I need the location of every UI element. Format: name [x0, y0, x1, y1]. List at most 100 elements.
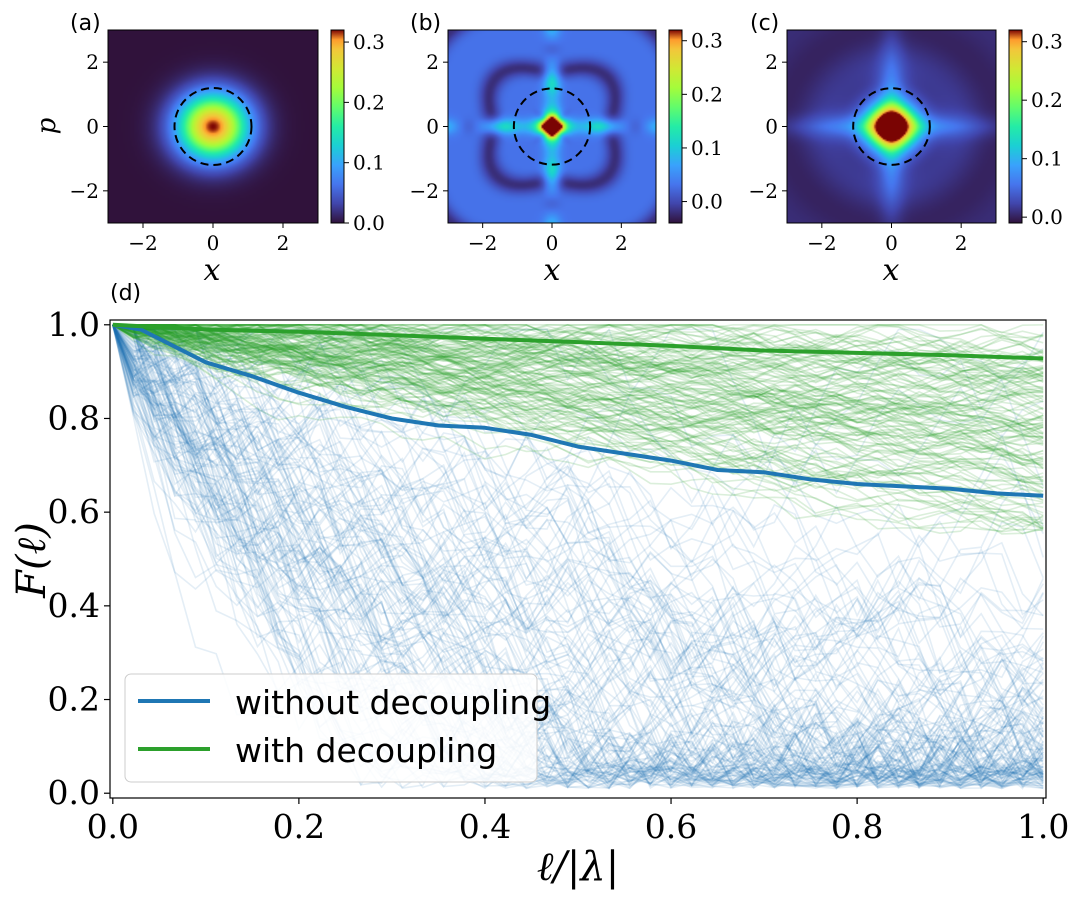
trajectory-with [112, 324, 1044, 442]
trajectory-without [112, 324, 1044, 688]
trajectory-with [112, 323, 1044, 410]
trajectory-without [112, 324, 1044, 787]
trajectory-without [112, 324, 1044, 666]
trajectory-without [112, 324, 1044, 660]
trajectory-with [112, 323, 1044, 344]
trajectory-without [112, 324, 1044, 789]
trajectory-with [112, 323, 1044, 465]
legend: without decoupling with decoupling [124, 673, 551, 783]
trajectory-with [112, 324, 1044, 439]
colorbar-tick-label: 0.0 [1031, 205, 1063, 229]
x-tick-label: 0 [546, 231, 559, 255]
trajectory-without [112, 324, 1044, 771]
trajectory-with [112, 323, 1044, 361]
trajectory-with [112, 323, 1044, 454]
trajectory-without [112, 324, 1044, 785]
trajectory-with [112, 323, 1044, 470]
trajectory-without [112, 324, 1044, 786]
trajectory-without [112, 324, 1044, 788]
x-ticks-b: −2 0 2 [468, 223, 628, 255]
trajectory-without [112, 324, 1044, 782]
trajectory-without [112, 324, 1044, 788]
y-axis-label-a: p [32, 117, 62, 134]
x-tick-label: −2 [128, 231, 157, 255]
trajectory-with [112, 323, 1044, 514]
trajectory-with [112, 324, 1044, 380]
trajectory-without [112, 324, 1044, 788]
trajectory-without [112, 324, 1044, 478]
trajectory-without [112, 324, 1044, 679]
trajectory-with [112, 324, 1044, 535]
trajectory-without [112, 324, 1044, 788]
trajectory-without [112, 324, 1044, 786]
trajectory-without [112, 324, 1044, 671]
trajectory-without [112, 324, 1044, 787]
trajectory-without [112, 324, 1044, 789]
trajectory-without [112, 324, 1044, 789]
series-line-with [112, 322, 1044, 361]
trajectory-with [112, 324, 1044, 398]
trajectory-without [112, 324, 1044, 578]
trajectory-with [112, 323, 1044, 439]
trajectory-with [112, 323, 1044, 381]
trajectory-with [112, 324, 1044, 420]
heatmap-c [787, 30, 996, 223]
y-tick-label: 0.6 [48, 492, 100, 531]
colorbar-a [330, 29, 345, 224]
trajectory-without [112, 324, 1044, 789]
trajectory-without [112, 324, 1044, 789]
y-ticks-a: −2 0 2 [70, 50, 108, 203]
mean-lines [112, 322, 1044, 498]
trajectory-without [112, 324, 1044, 549]
trajectory-with [112, 323, 1044, 437]
y-tick-label: 0.2 [48, 680, 100, 719]
trajectory-with [112, 323, 1044, 381]
trajectory-without [112, 324, 1044, 790]
trajectory-with [112, 323, 1044, 435]
trajectory-without [112, 324, 1044, 790]
trajectory-without [112, 324, 1044, 787]
trajectory-with [112, 323, 1044, 440]
trajectory-with [112, 323, 1044, 448]
trajectory-without [112, 324, 1044, 725]
trajectory-without [112, 324, 1044, 790]
trajectory-without [112, 324, 1044, 789]
colorbar-tick-label: 0.2 [1031, 88, 1063, 112]
trajectory-with [112, 323, 1044, 397]
trajectory-with [112, 323, 1044, 467]
trajectory-without [112, 324, 1044, 611]
trajectory-with [112, 323, 1044, 370]
x-tick-label: −2 [468, 231, 497, 255]
trajectory-without [112, 324, 1044, 788]
trajectory-without [112, 324, 1044, 784]
trajectory-with [112, 324, 1044, 408]
trajectory-without [112, 324, 1044, 783]
trajectory-with [112, 323, 1044, 379]
panel-a: (a) −2 0 2 −2 0 2 x p 0.0 0.1 0.2 0.3 [32, 11, 385, 288]
trajectory-without [112, 324, 1044, 789]
trajectory-with [112, 324, 1044, 445]
trajectory-without [112, 324, 1044, 786]
trajectory-without [112, 324, 1044, 738]
trajectory-with [112, 323, 1044, 354]
trajectory-with [112, 323, 1044, 380]
trajectory-with [112, 324, 1044, 427]
trajectory-with [112, 324, 1044, 492]
trajectory-without [112, 324, 1044, 522]
trajectory-without [112, 324, 1044, 789]
trajectory-with [112, 323, 1044, 466]
trajectory-with [112, 324, 1044, 479]
trajectory-with [112, 324, 1044, 431]
x-axis-label-d: ℓ/|λ| [537, 844, 619, 890]
x-tick-label: 0.2 [273, 807, 325, 846]
colorbar-tick-label: 0.1 [691, 136, 723, 160]
trajectory-without [112, 324, 1044, 785]
trajectory-with [112, 324, 1044, 424]
y-tick-label: 2 [86, 50, 99, 74]
trajectory-without [112, 324, 1044, 626]
y-tick-label: 2 [426, 50, 439, 74]
x-tick-label: 0.4 [459, 807, 511, 846]
trajectory-without [112, 324, 1044, 696]
trajectory-without [112, 324, 1044, 785]
trajectory-without [112, 324, 1044, 782]
